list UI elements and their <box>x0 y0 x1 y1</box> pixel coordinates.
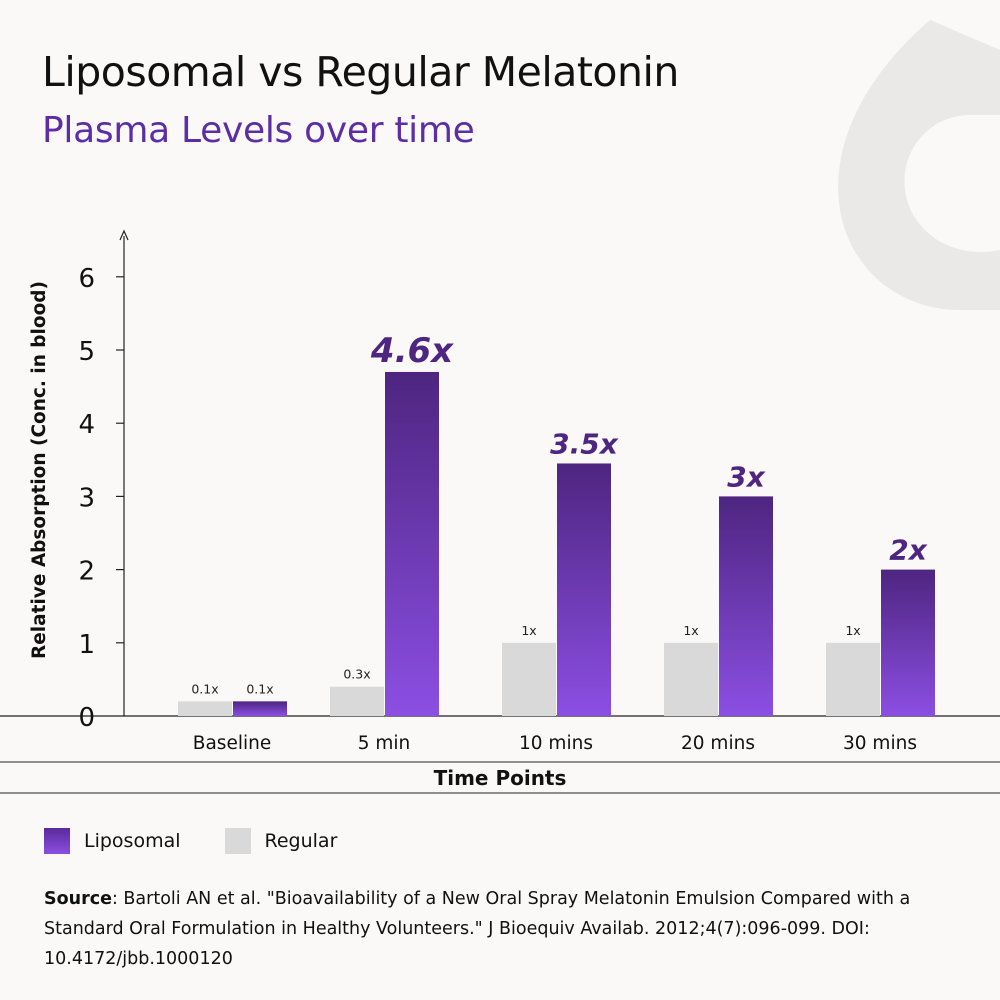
y-tick-label: 2 <box>78 557 95 587</box>
bar-regular <box>664 642 718 716</box>
bar-liposomal <box>881 569 935 716</box>
bar-regular <box>502 642 556 716</box>
legend: Liposomal Regular <box>44 828 381 854</box>
y-axis-label: Relative Absorption (Conc. in blood) <box>29 281 50 659</box>
chart-subtitle: Plasma Levels over time <box>42 110 475 151</box>
data-label-liposomal: 2x <box>889 534 927 567</box>
legend-item-liposomal: Liposomal <box>44 828 181 854</box>
y-tick-label: 3 <box>78 483 95 513</box>
legend-label-liposomal: Liposomal <box>84 830 181 852</box>
watermark-logo-icon <box>838 20 1000 310</box>
bar-regular <box>330 686 384 716</box>
bar-liposomal <box>233 701 287 716</box>
y-tick-label: 4 <box>78 410 95 440</box>
data-label-regular: 1x <box>521 623 536 638</box>
x-tick-label: 20 mins <box>681 733 755 754</box>
data-label-liposomal: 3.5x <box>550 427 619 460</box>
data-label-regular: 0.3x <box>343 667 370 682</box>
legend-item-regular: Regular <box>224 828 338 854</box>
bar-liposomal <box>719 496 773 716</box>
source-text: : Bartoli AN et al. "Bioavailability of … <box>44 889 911 969</box>
data-label-regular: 1x <box>845 623 860 638</box>
bar-liposomal <box>385 371 439 716</box>
x-axis-label: Time Points <box>434 766 567 790</box>
bar-regular <box>826 642 880 716</box>
legend-label-regular: Regular <box>264 830 338 852</box>
x-tick-label: 30 mins <box>843 733 917 754</box>
data-label-liposomal: 4.6x <box>370 331 454 371</box>
legend-swatch-liposomal <box>44 828 70 854</box>
x-tick-label: 5 min <box>358 733 411 754</box>
y-tick-label: 0 <box>78 703 95 733</box>
x-tick-label: Baseline <box>193 733 271 754</box>
y-tick-label: 5 <box>78 337 95 367</box>
source-citation: Source: Bartoli AN et al. "Bioavailabili… <box>44 884 964 974</box>
data-label-regular: 0.1x <box>191 681 218 696</box>
y-tick-label: 6 <box>78 264 95 294</box>
data-label-regular: 1x <box>683 623 698 638</box>
y-axis-arrow-icon <box>119 229 129 241</box>
y-tick-label: 1 <box>78 630 95 660</box>
bar-liposomal <box>557 463 611 716</box>
data-label-liposomal: 3x <box>727 460 765 493</box>
x-tick-label: 10 mins <box>519 733 593 754</box>
bar-regular <box>178 701 232 716</box>
data-label-liposomal: 0.1x <box>246 681 273 696</box>
chart-title: Liposomal vs Regular Melatonin <box>42 48 679 96</box>
legend-swatch-regular <box>224 828 251 854</box>
bar-chart: 0 1 2 3 4 5 6 Relative Absorption (Conc. in blo… <box>0 229 1000 794</box>
source-label: Source <box>44 889 112 909</box>
